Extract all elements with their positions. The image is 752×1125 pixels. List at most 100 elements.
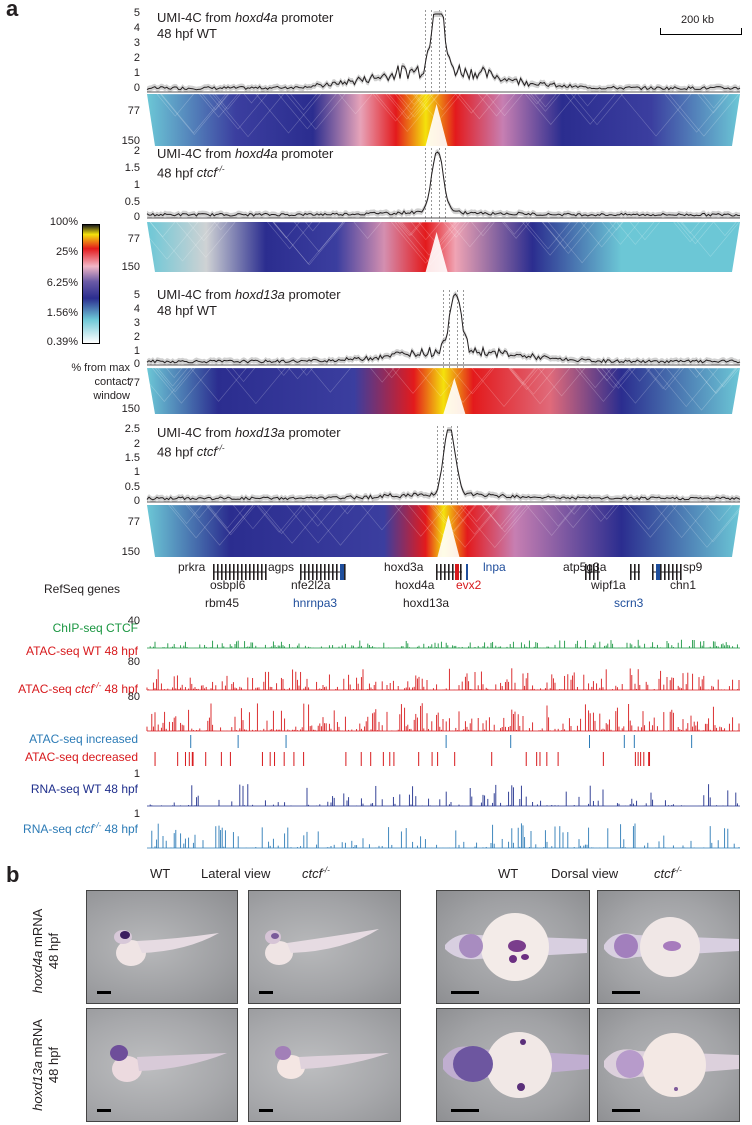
gene-exon [332,564,334,580]
refseq-gene-label: agps [268,560,295,574]
matrix-domain-triangle [151,367,212,404]
umi4c-ytick: 2.5 [124,423,140,435]
legend-stop: 1.56% [46,307,78,319]
umi4c-confidence-band [147,149,740,218]
matrix-domain-triangle [697,93,730,114]
gene-exon [638,564,640,580]
matrix-domain-triangle [309,367,352,393]
matrix-domain-triangle [412,93,440,111]
umi4c-condition: 48 hpf WT [157,303,217,318]
umi4c-condition: 48 hpf ctcf-/- [157,165,225,181]
gene-exon [221,564,223,580]
gene-exon [229,564,231,580]
matrix-domain-triangle [213,221,228,231]
matrix-domain-triangle [668,93,740,137]
row-label-hoxd4a: hoxd4a mRNA 48 hpf [30,908,61,994]
track-label: ATAC-seq ctcf-/- 48 hpf [18,681,138,696]
matrix-domain-triangle [462,504,492,523]
gene-exon [676,564,678,580]
matrix-domain-triangle [407,504,477,547]
matrix-domain-triangle [428,93,457,111]
matrix-domain-triangle [231,367,256,382]
contact-color-legend [82,224,100,344]
matrix-domain-triangle [272,221,301,239]
matrix-domain-triangle [645,367,681,390]
matrix-domain-triangle [154,367,196,393]
gene-exon [261,564,263,580]
matrix-domain-triangle [208,93,268,130]
matrix-ytick: 150 [121,135,140,147]
refseq-gene-label: scrn3 [614,596,644,610]
umi4c-ytick: 0 [133,495,140,507]
matrix-domain-triangle [553,504,593,529]
genome-browser-figure [146,10,741,849]
gene-exon [213,564,215,580]
umi4c-ytick: 1 [133,345,140,357]
umi4c-ytick: 1 [133,466,140,478]
matrix-domain-triangle [525,221,572,250]
matrix-domain-triangle [391,367,435,394]
matrix-domain-triangle [410,221,442,241]
umi4c-ytick: 1 [133,67,140,79]
matrix-domain-triangle [601,221,640,245]
umi4c-ytick: 5 [133,7,140,19]
photo-hoxd13a-dorsal-ctcf [597,1008,740,1122]
refseq-gene-label: lnpa [483,560,506,574]
matrix-domain-triangle [168,504,225,539]
umi4c-ytick: 2 [133,52,140,64]
matrix-domain-triangle [159,93,229,136]
gene-exon-colored [656,564,660,580]
matrix-domain-triangle [524,93,577,125]
matrix-domain-triangle [509,367,540,386]
track-scale: 40 [127,615,140,627]
gene-exon [593,564,595,580]
matrix-domain-triangle [149,221,176,238]
gene-exon [225,564,227,580]
matrix-domain-triangle [211,93,285,138]
matrix-domain-triangle [629,221,661,241]
track-scale: 80 [127,691,140,703]
dorsal-view-title: Dorsal view [551,866,619,881]
track-label: ATAC-seq increased [29,732,138,746]
gene-exon [585,564,587,580]
umi4c-title: UMI-4C from hoxd4a promoter [157,10,334,25]
track-scale: 80 [127,656,140,668]
matrix-domain-triangle [170,504,203,524]
umi4c-signal-line [146,13,741,91]
matrix-white-wedge [443,378,466,414]
gene-exon [300,564,302,580]
gene-exon [344,564,346,580]
matrix-domain-triangle [508,367,546,391]
matrix-domain-triangle [369,367,395,383]
matrix-domain-triangle [397,93,425,111]
matrix-domain-triangle [521,221,579,256]
matrix-domain-triangle [627,504,670,530]
matrix-domain-triangle [477,93,516,117]
matrix-domain-triangle [577,93,599,107]
matrix-domain-triangle [511,367,556,395]
matrix-domain-triangle [353,221,382,239]
gene-exon [304,564,306,580]
matrix-domain-triangle [400,221,458,256]
refseq-gene-label: wipf1a [591,578,626,592]
matrix-domain-triangle [534,93,557,108]
matrix-domain-triangle [622,504,678,538]
matrix-domain-triangle [442,221,470,238]
gene-exon [245,564,247,580]
matrix-domain-triangle [272,221,344,265]
matrix-domain-triangle [627,367,652,382]
panel-b-letter: b [6,862,20,887]
matrix-domain-triangle [397,221,422,237]
umi4c-signal-line [146,293,741,364]
matrix-domain-triangle [243,93,260,104]
umi4c-ytick: 4 [133,22,140,34]
legend-stop: 6.25% [46,277,78,289]
umi4c-ytick: 3 [133,37,140,49]
matrix-domain-triangle [508,367,536,385]
refseq-gene-label: hoxd13a [403,596,450,610]
gene-exon [237,564,239,580]
matrix-domain-triangle [190,367,248,402]
scale-bar [660,28,742,35]
gene-exon [336,564,338,580]
refseq-gene-label: hoxd3a [384,560,424,574]
